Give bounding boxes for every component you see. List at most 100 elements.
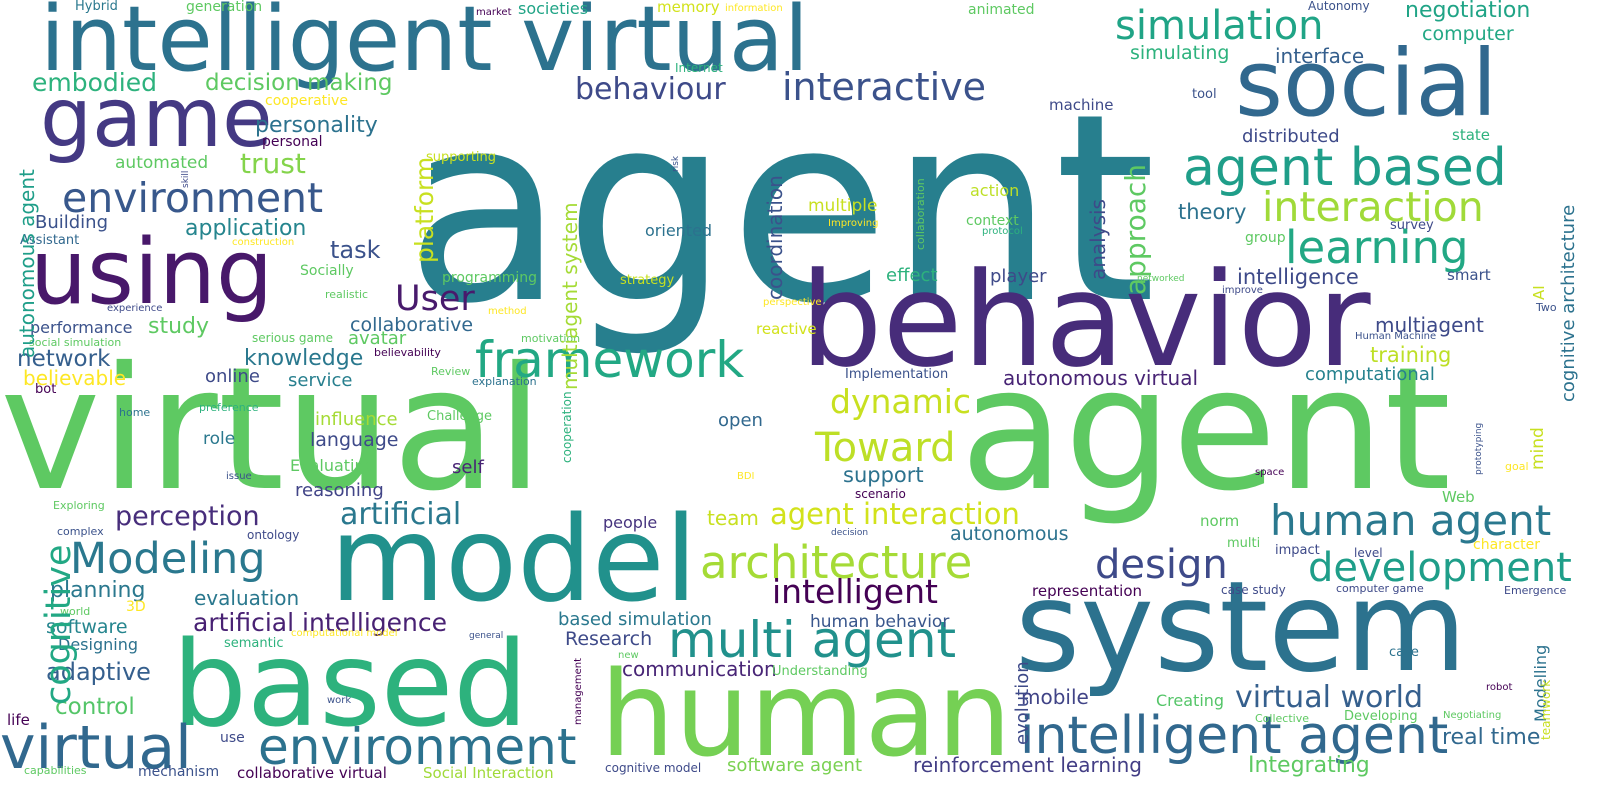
word-cloud-term: home xyxy=(119,406,151,419)
word-cloud-term: based xyxy=(172,615,529,753)
word-cloud-term: agent xyxy=(960,331,1452,529)
word-cloud-term: cooperation xyxy=(560,391,574,463)
word-cloud-term: realistic xyxy=(325,288,369,301)
word-cloud-term: computational model xyxy=(291,628,398,639)
word-cloud-term: avatar xyxy=(348,328,407,349)
word-cloud-term: Autonomy xyxy=(1308,0,1370,13)
word-cloud-term: artificial xyxy=(340,497,462,532)
word-cloud-term: Developing xyxy=(1344,709,1418,724)
word-cloud-term: serious game xyxy=(252,331,333,345)
word-cloud-term: method xyxy=(488,306,527,317)
word-cloud-term: new xyxy=(618,650,639,661)
word-cloud-term: support xyxy=(843,463,924,487)
word-cloud-term: general xyxy=(469,631,504,641)
word-cloud-term: evaluation xyxy=(194,586,300,610)
word-cloud-term: network xyxy=(17,346,111,372)
word-cloud-term: programming xyxy=(442,270,538,286)
word-cloud-term: information xyxy=(725,3,783,14)
word-cloud-term: multiagent xyxy=(1375,313,1484,337)
word-cloud-term: software agent xyxy=(727,755,863,776)
word-cloud-term: cognitive xyxy=(39,544,79,705)
word-cloud-term: online xyxy=(205,366,260,387)
word-cloud-term: management xyxy=(573,658,584,725)
word-cloud-term: training xyxy=(1370,343,1452,367)
word-cloud-term: Collective xyxy=(1255,712,1309,725)
word-cloud-term: world xyxy=(60,605,91,618)
word-cloud-term: language xyxy=(310,429,399,451)
word-cloud-term: design xyxy=(1095,542,1228,588)
word-cloud-term: prototyping xyxy=(1474,422,1484,475)
word-cloud-term: application xyxy=(185,216,307,241)
word-cloud-term: skill xyxy=(181,170,191,188)
word-cloud-term: framework xyxy=(475,331,745,389)
word-cloud-term: norm xyxy=(1200,512,1240,530)
word-cloud-term: human behavior xyxy=(810,612,950,632)
word-cloud-term: tool xyxy=(1192,87,1217,102)
word-cloud-term: BDI xyxy=(737,471,755,482)
word-cloud-term: mind xyxy=(1528,427,1548,470)
word-cloud-term: bot xyxy=(35,382,57,397)
word-cloud-term: oriented xyxy=(645,221,713,240)
word-cloud-term: communication xyxy=(622,657,777,681)
word-cloud-term: collaborative virtual xyxy=(237,764,387,782)
word-cloud-term: mobile xyxy=(1021,685,1089,709)
word-cloud-term: Improving xyxy=(828,218,879,229)
word-cloud-term: software xyxy=(46,616,128,638)
word-cloud-term: smart xyxy=(1447,266,1491,284)
word-cloud-term: group xyxy=(1245,230,1286,246)
word-cloud-term: task xyxy=(330,236,381,264)
word-cloud-term: Social Interaction xyxy=(423,764,554,782)
word-cloud-term: team xyxy=(707,506,759,530)
word-cloud-term: interaction xyxy=(1262,183,1484,231)
word-cloud-term: Toward xyxy=(815,425,956,471)
word-cloud-term: use xyxy=(220,730,245,746)
word-cloud-term: Implementation xyxy=(845,367,949,382)
word-cloud-term: ontology xyxy=(247,528,300,542)
word-cloud-term: networked xyxy=(1137,274,1185,284)
word-cloud-term: decision xyxy=(831,528,869,538)
word-cloud-term: protocol xyxy=(982,226,1023,237)
word-cloud-term: intelligent xyxy=(772,572,938,611)
word-cloud-term: computer game xyxy=(1336,582,1424,595)
word-cloud-term: cooperative xyxy=(265,93,348,109)
word-cloud-term: personal xyxy=(262,134,323,150)
word-cloud-term: reinforcement learning xyxy=(913,753,1142,777)
word-cloud-term: autonomous agent xyxy=(15,169,39,358)
word-cloud-term: motivation xyxy=(521,332,581,345)
word-cloud-term: Building xyxy=(35,212,109,233)
word-cloud-term: human agent xyxy=(1270,496,1552,545)
word-cloud-term: learning xyxy=(1285,221,1469,274)
word-cloud-term: Evaluating xyxy=(290,456,375,475)
word-cloud-term: reasoning xyxy=(295,480,384,501)
word-cloud-term: social xyxy=(1235,30,1498,137)
word-cloud-term: collaboration xyxy=(914,178,927,250)
word-cloud-term: risk xyxy=(671,155,681,172)
word-cloud-term: strategy xyxy=(620,273,675,288)
word-cloud-term: preference xyxy=(199,401,259,414)
word-cloud-term: survey xyxy=(1390,218,1434,233)
word-cloud-term: agent xyxy=(405,59,1157,361)
word-cloud-term: 3D xyxy=(126,599,146,615)
word-cloud-term: animated xyxy=(968,2,1035,18)
word-cloud-term: Designing xyxy=(58,635,138,654)
word-cloud-term: level xyxy=(1354,546,1383,560)
word-cloud-term: autonomous virtual xyxy=(1003,366,1199,390)
word-cloud-term: Modeling xyxy=(70,534,266,584)
word-cloud-term: representation xyxy=(1032,582,1143,600)
word-cloud-term: experience xyxy=(107,303,163,314)
word-cloud-term: behaviour xyxy=(575,72,726,107)
word-cloud-term: life xyxy=(7,711,30,729)
word-cloud-term: cognitive model xyxy=(605,761,702,775)
word-cloud-term: role xyxy=(203,429,236,449)
word-cloud-term: personality xyxy=(255,113,378,138)
word-cloud-term: issue xyxy=(226,471,252,482)
word-cloud-term: environment xyxy=(62,174,324,222)
word-cloud-term: effect xyxy=(886,265,938,286)
word-cloud-term: simulation xyxy=(1115,3,1324,49)
word-cloud-term: perspective xyxy=(763,297,822,308)
word-cloud-term: Review xyxy=(431,365,471,378)
word-cloud-term: state xyxy=(1452,126,1490,144)
word-cloud-term: supporting xyxy=(426,150,497,165)
word-cloud-term: approach xyxy=(1119,163,1152,295)
